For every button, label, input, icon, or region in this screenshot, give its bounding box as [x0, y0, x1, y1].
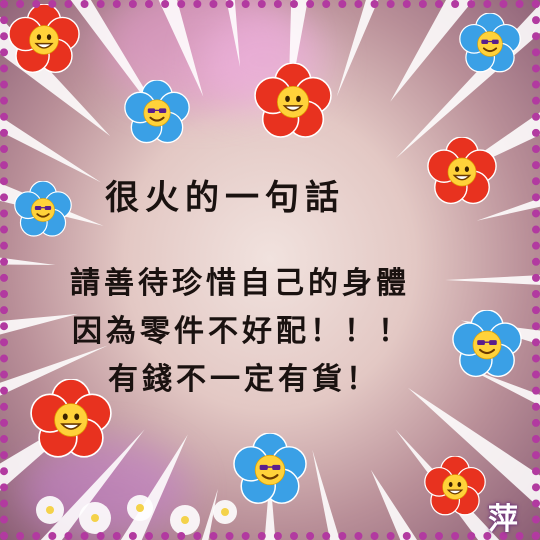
message-line-2: 因為零件不好配！！！	[72, 314, 412, 349]
ray	[407, 387, 540, 509]
white-daisies	[36, 495, 237, 535]
signature: 萍	[488, 502, 518, 537]
ray	[264, 475, 276, 540]
blue-smiley-flower-icon	[233, 433, 307, 504]
ray	[445, 275, 540, 285]
ray	[201, 488, 218, 540]
ray	[390, 0, 474, 102]
ray	[40, 429, 145, 540]
blue-smiley-flower-icon	[124, 80, 190, 144]
ray	[158, 0, 204, 97]
red-smiley-flower-icon	[424, 456, 486, 516]
blue-smiley-flower-icon	[14, 181, 72, 237]
ray	[0, 345, 108, 396]
ray	[370, 469, 417, 540]
ray	[0, 313, 78, 335]
ray	[312, 449, 340, 540]
ray	[0, 257, 56, 266]
ray	[476, 198, 540, 221]
ray	[438, 112, 540, 183]
blue-smiley-flower-icon	[459, 13, 521, 73]
ray	[0, 116, 102, 183]
blue-smiley-flower-icon	[452, 310, 522, 378]
ray	[226, 0, 241, 68]
message-line-1: 請善待珍惜自己的身體	[70, 266, 410, 301]
red-smiley-flower-icon	[427, 137, 497, 205]
red-smiley-flower-icon	[8, 4, 80, 74]
red-smiley-flower-icon	[30, 379, 112, 458]
red-smiley-flower-icon	[254, 63, 332, 138]
ray	[466, 367, 540, 406]
message-line-3: 有錢不一定有貨！	[108, 362, 380, 397]
ray	[336, 0, 379, 97]
card-title: 很火的一句話	[105, 178, 345, 218]
